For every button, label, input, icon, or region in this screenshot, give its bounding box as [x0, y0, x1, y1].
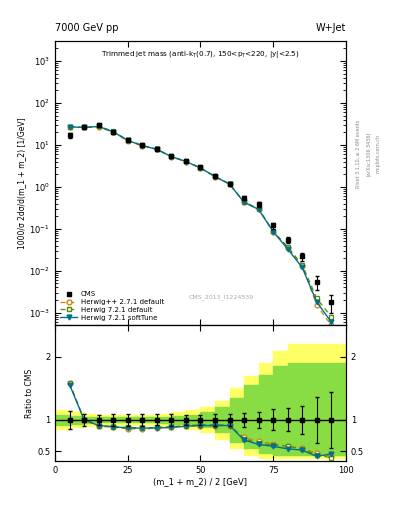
Text: Rivet 3.1.10, ≥ 2.6M events: Rivet 3.1.10, ≥ 2.6M events: [356, 119, 361, 188]
Text: 7000 GeV pp: 7000 GeV pp: [55, 23, 119, 33]
Text: Trimmed jet mass (anti-k$_\mathrm{T}$(0.7), 150<p$_\mathrm{T}$<220, |y|<2.5): Trimmed jet mass (anti-k$_\mathrm{T}$(0.…: [101, 50, 300, 60]
Text: [arXiv:1306.3436]: [arXiv:1306.3436]: [365, 132, 371, 176]
Text: CMS_2013_I1224539: CMS_2013_I1224539: [188, 294, 253, 300]
Y-axis label: 1000/σ 2dσ/d(m_1 + m_2) [1/GeV]: 1000/σ 2dσ/d(m_1 + m_2) [1/GeV]: [17, 117, 26, 249]
Legend: CMS, Herwig++ 2.7.1 default, Herwig 7.2.1 default, Herwig 7.2.1 softTune: CMS, Herwig++ 2.7.1 default, Herwig 7.2.…: [59, 290, 165, 322]
Text: mcplots.cern.ch: mcplots.cern.ch: [375, 134, 380, 173]
X-axis label: (m_1 + m_2) / 2 [GeV]: (m_1 + m_2) / 2 [GeV]: [153, 477, 248, 486]
Text: W+Jet: W+Jet: [316, 23, 346, 33]
Y-axis label: Ratio to CMS: Ratio to CMS: [25, 369, 34, 418]
